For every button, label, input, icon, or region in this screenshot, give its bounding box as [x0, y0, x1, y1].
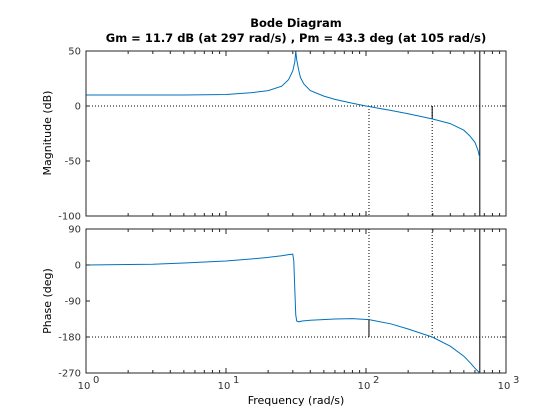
x-tick-label: 10 [78, 381, 91, 392]
phase-axis-label: Phase (deg) [41, 268, 54, 334]
phase-y-tick-label: -90 [65, 297, 81, 308]
x-tick-exponent: 2 [373, 375, 379, 386]
x-tick-exponent: 1 [233, 375, 239, 386]
magnitude-y-tick-label: 50 [68, 47, 81, 58]
magnitude-plot-area [86, 51, 506, 216]
chart-subtitle: Gm = 11.7 dB (at 297 rad/s) , Pm = 43.3 … [106, 31, 487, 45]
x-tick-exponent: 0 [93, 375, 99, 386]
magnitude-panel: 50 0 -50 -100 [58, 47, 507, 223]
phase-response-line [85, 253, 481, 374]
magnitude-y-tick-label: 0 [75, 102, 81, 113]
magnitude-axes-box [85, 50, 507, 217]
magnitude-y-tick-label: -50 [65, 157, 81, 168]
x-tick-label: 10 [498, 381, 511, 392]
x-tick-exponent: 3 [513, 375, 519, 386]
x-tick-label: 10 [358, 381, 371, 392]
phase-plot-area [86, 229, 506, 373]
magnitude-response-line [86, 50, 481, 158]
magnitude-axis-label: Magnitude (dB) [41, 91, 54, 176]
magnitude-y-tick-label: -100 [58, 212, 81, 223]
x-tick-label: 10 [218, 381, 231, 392]
phase-y-tick-label: -180 [58, 333, 81, 344]
frequency-axis-label: Frequency (rad/s) [248, 394, 345, 407]
phase-y-tick-label: 0 [75, 261, 81, 272]
chart-title: Bode Diagram [250, 16, 342, 30]
phase-y-tick-label: 90 [68, 225, 81, 236]
phase-y-tick-label: -270 [58, 369, 81, 380]
